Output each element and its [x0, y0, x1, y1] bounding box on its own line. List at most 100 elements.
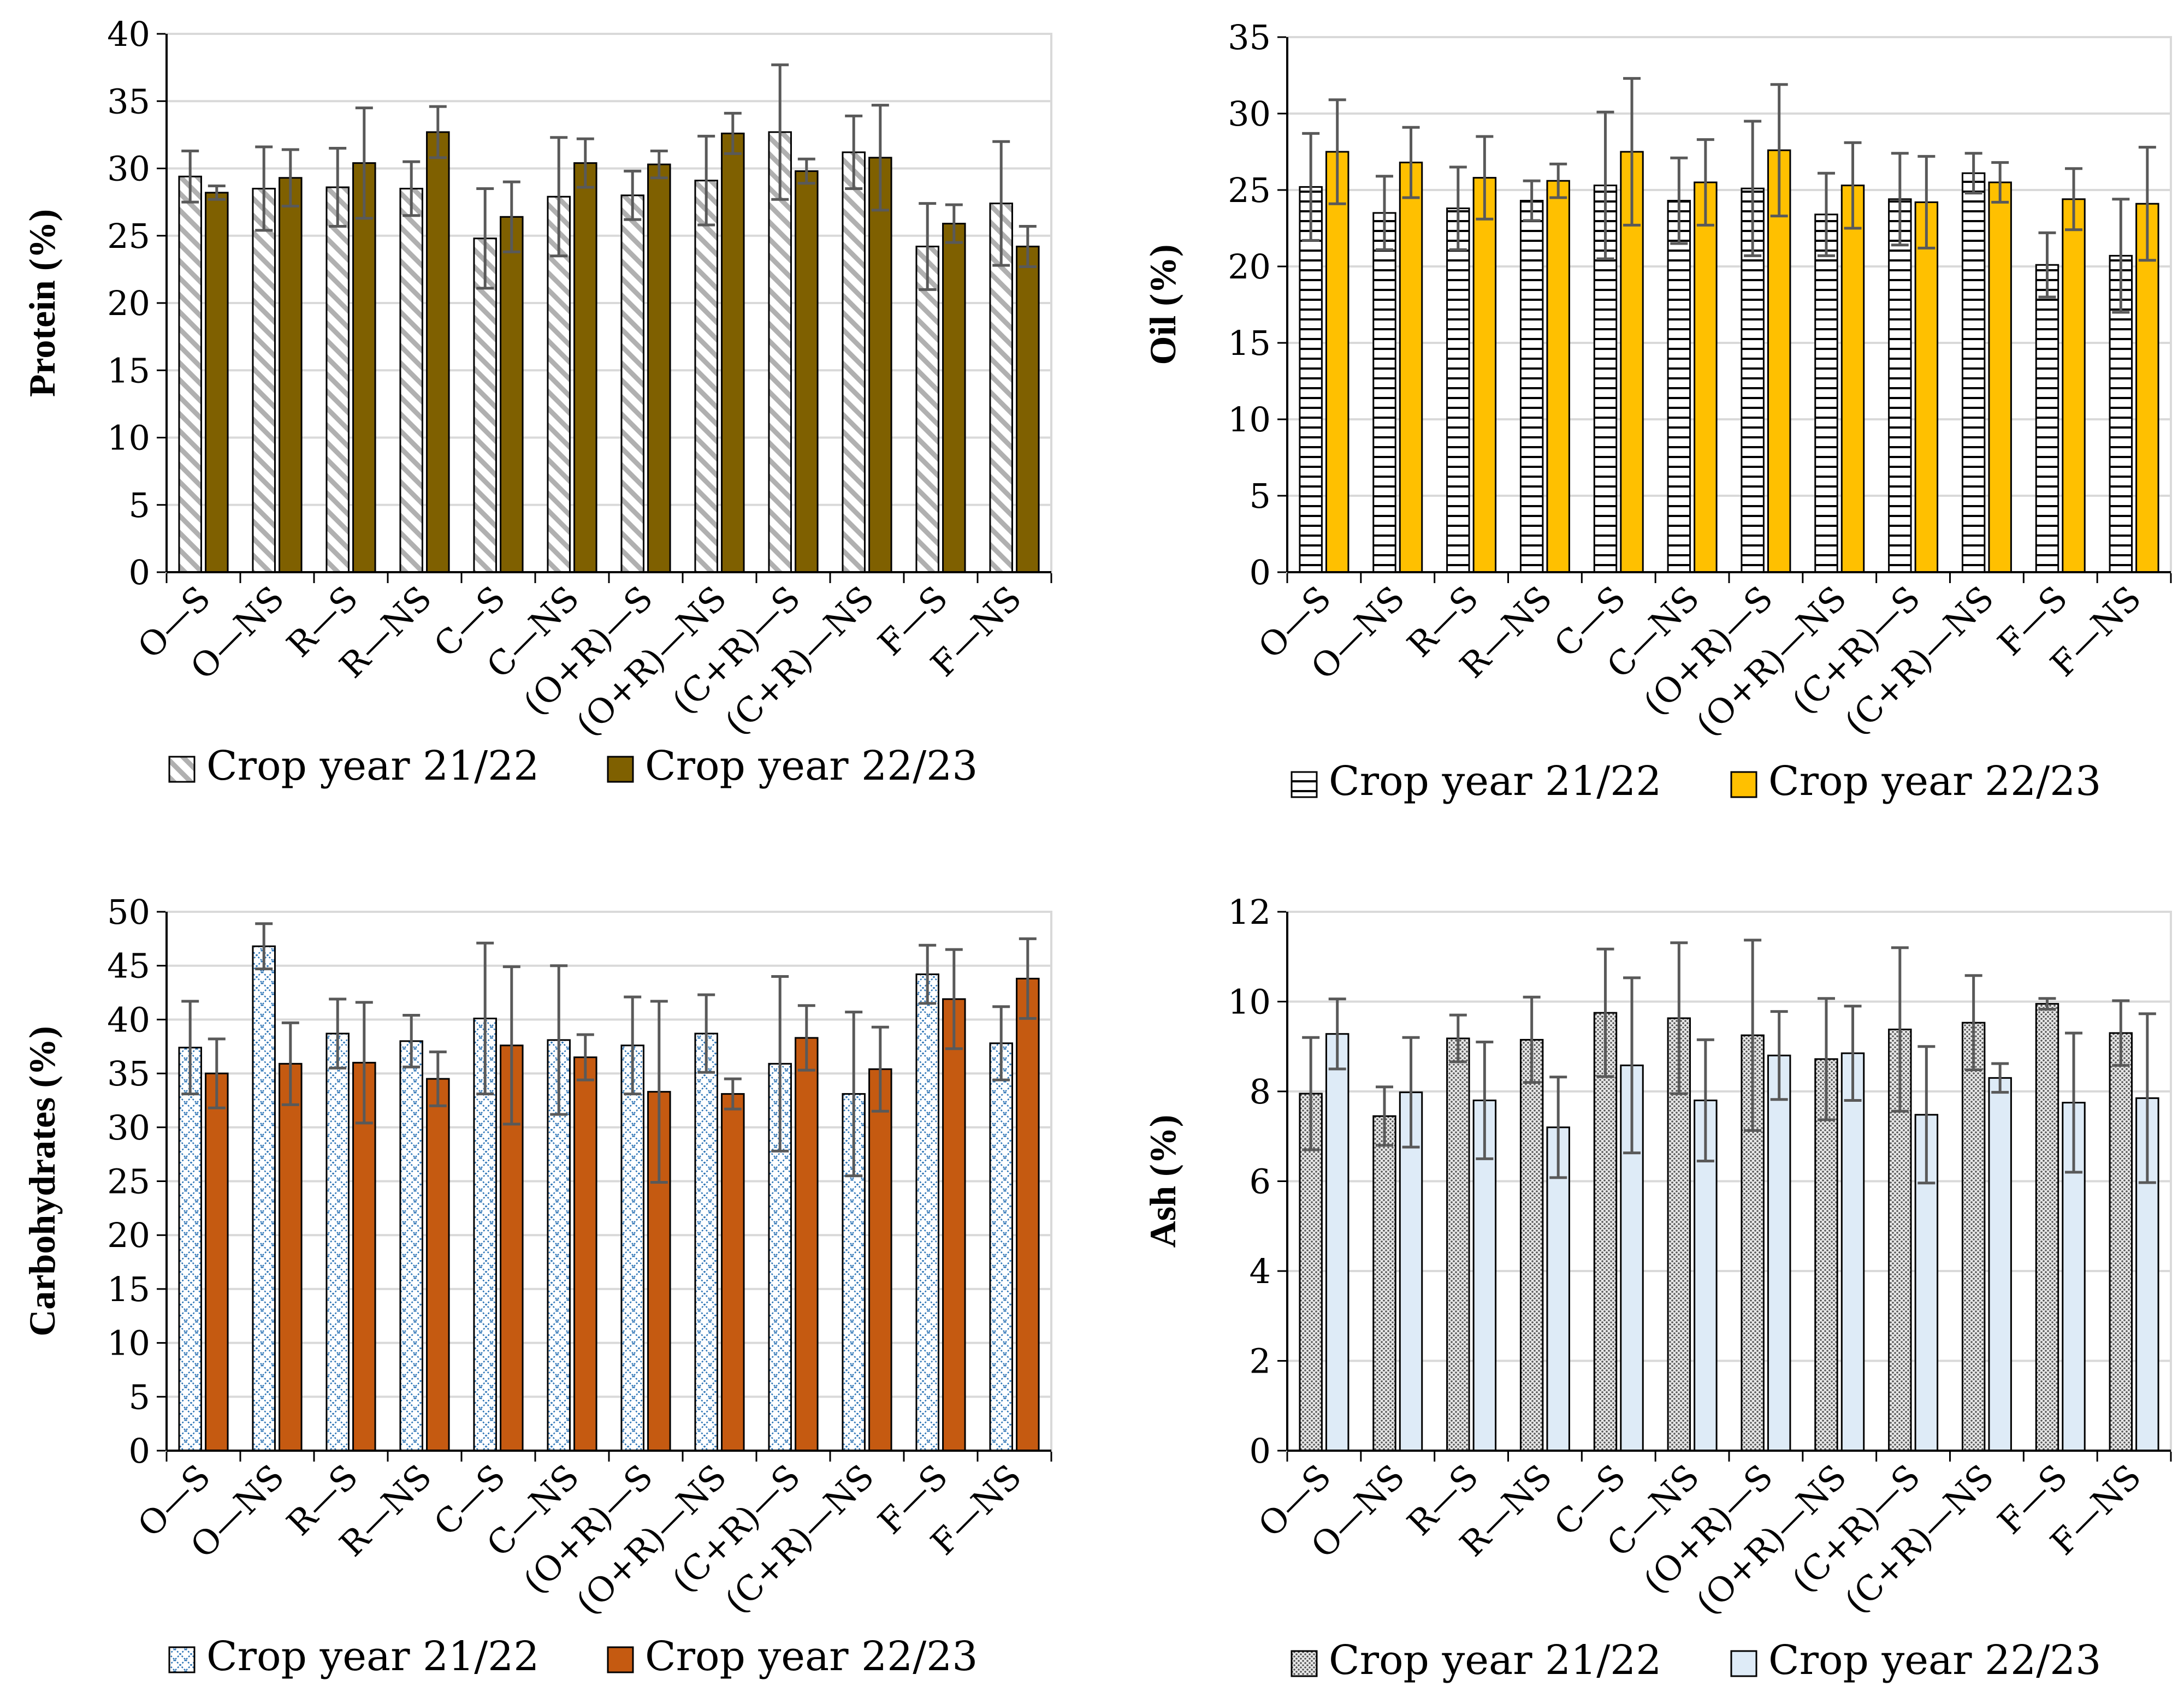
bar-2122	[694, 180, 718, 573]
bar-2122	[1519, 200, 1544, 573]
legend-label: Crop year 21/22	[1329, 1637, 1661, 1684]
bar-2122	[915, 245, 939, 573]
bar-2223	[2062, 198, 2086, 573]
y-tick-label: 0	[129, 553, 150, 592]
bar-2223	[352, 162, 376, 573]
bar-2223	[500, 216, 524, 573]
legend-label: Crop year 22/23	[645, 1633, 978, 1680]
bar-2122	[989, 1042, 1013, 1452]
bar-2122	[1446, 207, 1470, 573]
bar-2223	[279, 1062, 303, 1452]
bar-2223	[205, 1072, 229, 1452]
bar-2223	[573, 1056, 597, 1452]
bar-2223	[1399, 162, 1423, 573]
legend: Crop year 21/22 Crop year 22/23	[168, 1633, 978, 1680]
y-tick-label: 10	[1228, 400, 1271, 440]
y-tick-label: 25	[1228, 170, 1271, 210]
legend-label: Crop year 22/23	[1768, 1637, 2101, 1684]
bar-2122	[252, 187, 276, 573]
legend-swatch-2223	[1730, 771, 1757, 798]
legend-label: Crop year 22/23	[1768, 758, 2101, 805]
y-tick-label: 30	[107, 149, 150, 189]
bar-2122	[1888, 198, 1912, 573]
bar-2223	[1472, 177, 1497, 573]
bar-2122	[178, 175, 202, 573]
bar-2122	[1519, 1038, 1544, 1452]
y-tick-label: 20	[1228, 247, 1271, 287]
y-axis-title: Protein (%)	[21, 209, 63, 397]
bar-2122	[2109, 1032, 2133, 1452]
bar-2122	[399, 187, 423, 573]
bar-2223	[1840, 1052, 1865, 1452]
legend-swatch-2122	[1291, 771, 1318, 798]
legend: Crop year 21/22 Crop year 22/23	[1291, 758, 2101, 805]
y-tick-label: 45	[107, 946, 150, 986]
bar-2122	[2035, 1003, 2059, 1452]
y-tick-label: 15	[1228, 323, 1271, 363]
bar-2223	[1914, 201, 1939, 573]
bar-2223	[1325, 151, 1350, 573]
bar-2122	[842, 151, 866, 573]
y-axis-title: Oil (%)	[1142, 245, 1183, 365]
bar-2122	[399, 1040, 423, 1452]
y-tick-label: 20	[107, 283, 150, 323]
y-tick-label: 5	[1250, 476, 1271, 516]
y-tick-label: 25	[107, 1162, 150, 1202]
bar-2223	[647, 163, 671, 573]
y-tick-label: 50	[107, 892, 150, 932]
bar-2122	[1593, 1012, 1618, 1452]
bar-2223	[868, 1068, 892, 1452]
bar-2122	[915, 973, 939, 1452]
bar-2223	[942, 223, 966, 573]
y-tick-label: 40	[107, 14, 150, 54]
bar-2223	[721, 132, 745, 573]
bar-2122	[620, 194, 644, 573]
y-tick-label: 15	[107, 1269, 150, 1309]
bar-2223	[1988, 181, 2012, 573]
y-tick-label: 0	[129, 1431, 150, 1471]
bar-2122	[1372, 1115, 1396, 1452]
bar-2223	[1016, 245, 1040, 573]
bar-2122	[325, 186, 350, 573]
bar-2122	[2035, 264, 2059, 573]
y-tick-label: 25	[107, 216, 150, 256]
y-tick-label: 2	[1250, 1341, 1271, 1381]
bar-2223	[426, 1078, 450, 1452]
legend-swatch-2122	[168, 1646, 196, 1673]
y-axis-title: Ash (%)	[1142, 1115, 1183, 1248]
bar-2223	[205, 192, 229, 573]
bar-2223	[279, 177, 303, 573]
bar-2122	[1814, 213, 1838, 573]
legend: Crop year 21/22 Crop year 22/23	[1291, 1637, 2101, 1684]
bar-2223	[942, 998, 966, 1452]
legend-swatch-2122	[1291, 1650, 1318, 1677]
y-axis-title: Carbohydrates (%)	[21, 1026, 63, 1337]
bar-2223	[1546, 1126, 1570, 1452]
bar-2223	[1694, 181, 1718, 573]
bar-2223	[352, 1061, 376, 1452]
legend-swatch-2223	[1730, 1650, 1757, 1677]
y-tick-label: 4	[1250, 1251, 1271, 1291]
y-tick-label: 5	[129, 485, 150, 525]
y-tick-label: 35	[1228, 17, 1271, 57]
y-tick-label: 8	[1250, 1072, 1271, 1112]
bar-2122	[1667, 200, 1691, 573]
y-tick-label: 40	[107, 1000, 150, 1040]
y-tick-label: 15	[107, 351, 150, 390]
y-tick-label: 10	[107, 418, 150, 458]
bar-2122	[178, 1047, 202, 1452]
y-tick-label: 20	[107, 1215, 150, 1255]
bar-2223	[721, 1093, 745, 1452]
legend-swatch-2122	[168, 756, 196, 783]
bar-2223	[1840, 185, 1865, 573]
bar-2122	[547, 195, 571, 573]
y-tick-label: 35	[107, 81, 150, 121]
bar-2122	[1299, 1093, 1323, 1452]
bar-2122	[620, 1044, 644, 1452]
y-tick-label: 30	[107, 1108, 150, 1148]
legend-label: Crop year 21/22	[206, 1633, 539, 1680]
